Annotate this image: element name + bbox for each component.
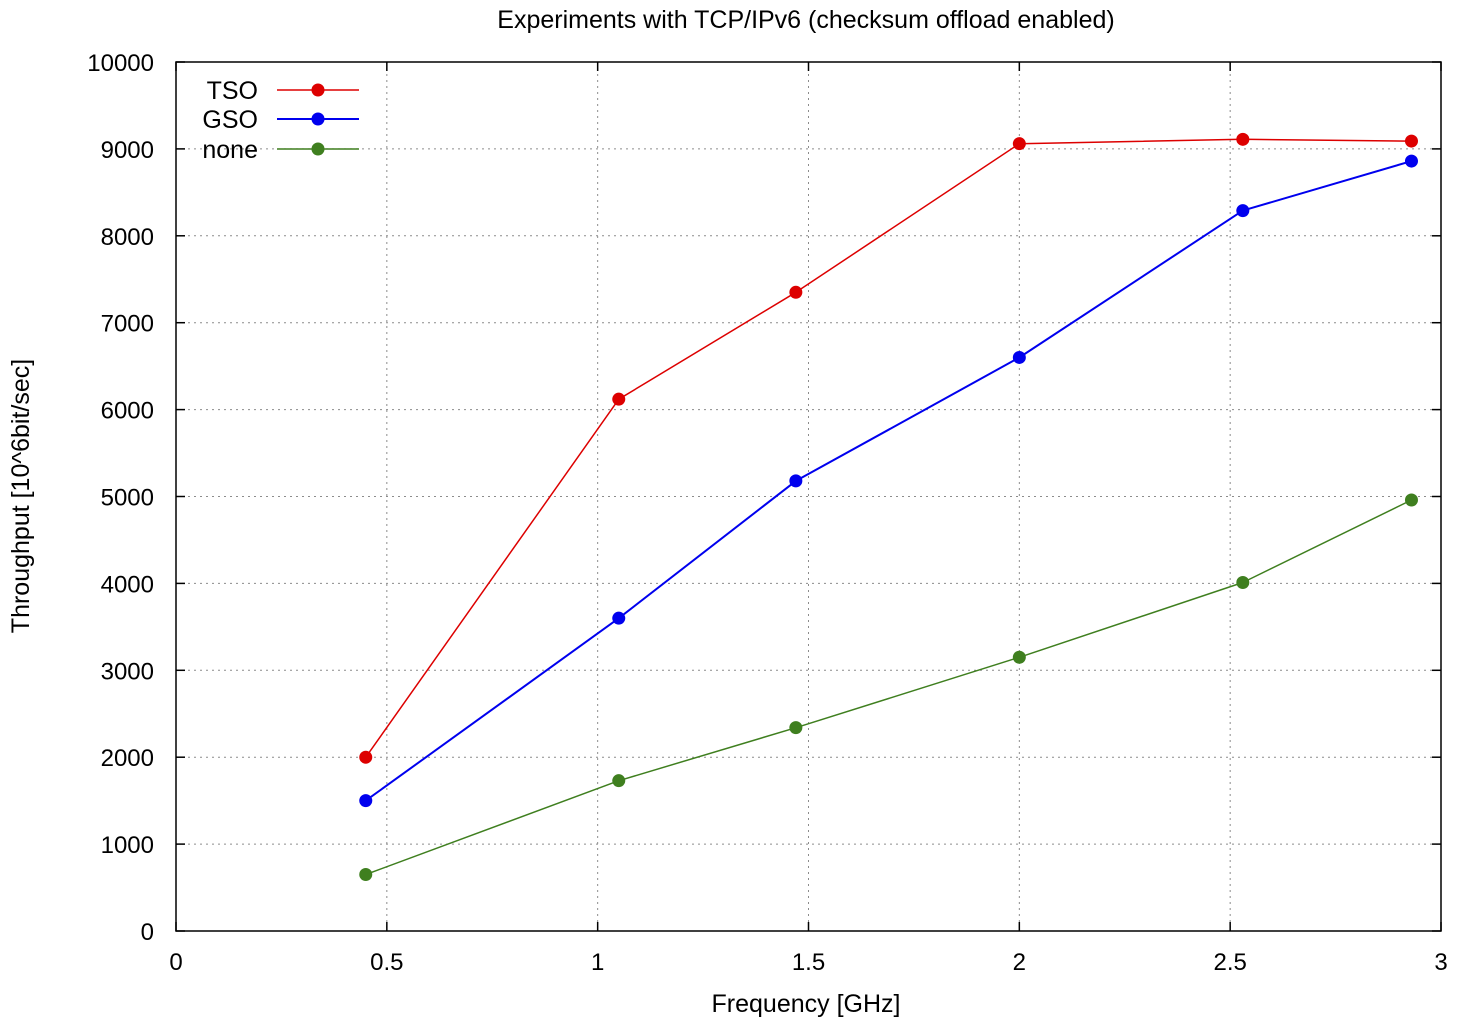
data-point-tso (612, 392, 626, 406)
y-tick-labels: 0 1000 2000 3000 4000 5000 6000 7000 8000 9000 100… (87, 50, 154, 946)
y-axis-label: Throughput [10^6bit/sec] (7, 359, 35, 633)
legend-label-tso: TSO (207, 77, 258, 105)
data-point-none (359, 868, 373, 882)
data-point-tso (1012, 137, 1026, 151)
data-point-gso (1236, 204, 1250, 218)
data-point-tso (1404, 134, 1418, 148)
data-point-none (789, 721, 803, 735)
data-point-none (1236, 576, 1250, 590)
y-tick-label: 7000 (101, 311, 154, 338)
axis-ticks (175, 61, 1442, 932)
data-point-tso (359, 750, 373, 764)
data-point-none (1404, 493, 1418, 507)
grid-lines (176, 62, 1441, 931)
legend-marker-tso (311, 83, 325, 97)
x-tick-labels: 0 0.5 1 1.5 2 2.5 3 (169, 949, 1447, 976)
data-point-none (612, 774, 626, 788)
x-tick-label: 3 (1434, 949, 1447, 976)
series-none (359, 493, 1418, 882)
data-point-gso (789, 474, 803, 488)
y-tick-label: 1000 (101, 832, 154, 859)
y-tick-label: 5000 (101, 485, 154, 512)
data-point-gso (612, 611, 626, 625)
legend-marker-gso (311, 112, 325, 126)
series-tso (359, 132, 1418, 764)
y-tick-label: 8000 (101, 224, 154, 251)
y-tick-label: 4000 (101, 571, 154, 598)
data-point-gso (1012, 350, 1026, 364)
x-axis-label: Frequency [GHz] (712, 990, 901, 1018)
legend-entry-none: none (202, 136, 359, 164)
legend-entry-tso: TSO (207, 77, 359, 105)
series-line-none (365, 499, 1412, 876)
series-line-gso (365, 160, 1412, 802)
series-lines (359, 132, 1418, 882)
y-tick-label: 9000 (101, 137, 154, 164)
legend-label-none: none (202, 136, 258, 164)
data-point-gso (1404, 154, 1418, 168)
data-point-gso (359, 794, 373, 808)
chart-title: Experiments with TCP/IPv6 (checksum offl… (497, 6, 1114, 34)
data-point-tso (789, 285, 803, 299)
y-tick-label: 0 (141, 919, 154, 946)
x-tick-label: 2.5 (1213, 949, 1246, 976)
x-tick-label: 2 (1013, 949, 1026, 976)
x-tick-label: 0 (169, 949, 182, 976)
x-tick-label: 1.5 (792, 949, 825, 976)
y-tick-label: 2000 (101, 745, 154, 772)
legend-entry-gso: GSO (202, 106, 359, 134)
legend-label-gso: GSO (202, 106, 258, 134)
data-point-none (1012, 650, 1026, 664)
series-gso (359, 154, 1418, 808)
data-point-tso (1236, 132, 1250, 146)
series-line-tso (365, 138, 1412, 758)
legend-marker-none (311, 142, 325, 156)
y-tick-label: 6000 (101, 398, 154, 425)
y-tick-label: 3000 (101, 658, 154, 685)
x-tick-label: 0.5 (370, 949, 403, 976)
x-tick-label: 1 (591, 949, 604, 976)
y-tick-label: 10000 (87, 50, 154, 77)
